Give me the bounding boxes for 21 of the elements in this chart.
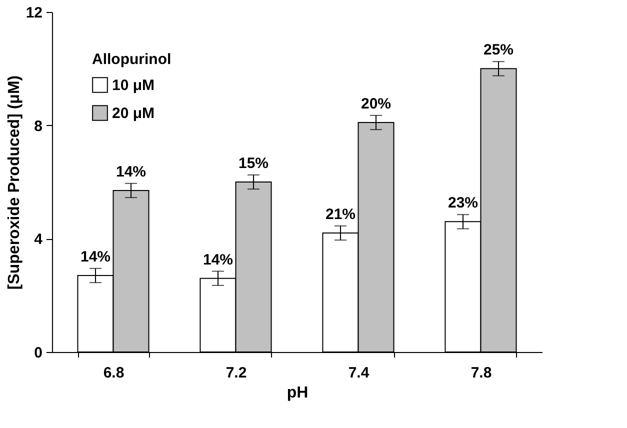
x-tick-label: 6.8 [103, 364, 124, 382]
x-axis-title: pH [286, 384, 308, 402]
legend-title: Allopurinol [92, 51, 172, 68]
y-tick-label: 12 [26, 4, 42, 22]
x-tick-label: 7.4 [348, 364, 370, 382]
annotation: 20% [360, 95, 392, 112]
x-tick-label: 7.8 [470, 364, 492, 382]
y-tick-label: 0 [34, 344, 42, 362]
legend-label: 10 μM [112, 77, 155, 94]
y-tick-label: 8 [34, 118, 42, 135]
annotation: 14% [202, 251, 234, 268]
y-axis-title: [Superoxide Produced] (μM) [6, 75, 23, 290]
y-tick-label: 4 [34, 231, 44, 248]
annotation: 23% [448, 194, 478, 212]
annotation: 25% [483, 42, 514, 59]
legend-label: 20 μM [112, 105, 155, 122]
x-tick-label: 7.2 [226, 364, 247, 382]
annotation: 15% [238, 154, 269, 172]
annotation: 21% [325, 206, 356, 223]
annotation: 14% [80, 248, 111, 266]
annotation: 14% [116, 163, 146, 180]
